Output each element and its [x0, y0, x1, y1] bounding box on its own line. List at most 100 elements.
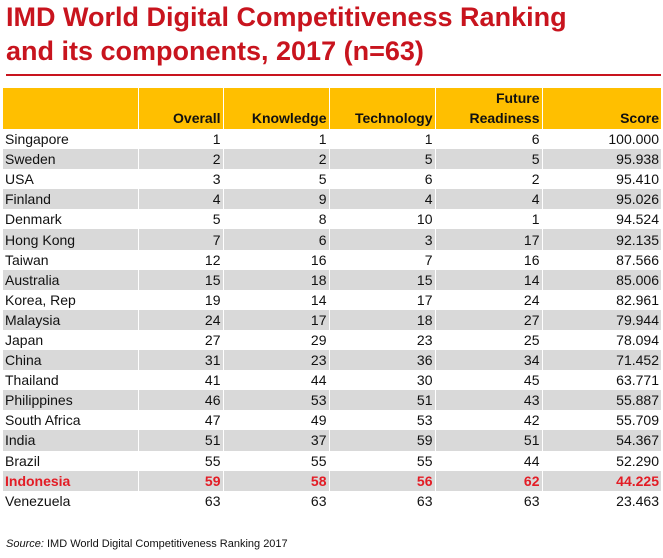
cell-future-readiness: 43: [435, 390, 543, 411]
cell-technology: 6: [329, 169, 436, 190]
cell-future-readiness: 1: [435, 209, 543, 230]
cell-overall: 15: [138, 269, 224, 290]
table-row: Australia 15 18 15 14 85.006: [3, 269, 661, 290]
cell-future-readiness: 51: [435, 430, 543, 451]
cell-overall: 12: [138, 249, 224, 270]
cell-country: Finland: [3, 189, 139, 210]
cell-technology: 10: [329, 209, 436, 230]
table-row: Denmark 5 8 10 1 94.524: [3, 209, 661, 230]
cell-score: 44.225: [542, 470, 661, 491]
cell-technology: 15: [329, 269, 436, 290]
cell-country: Malaysia: [3, 309, 139, 330]
cell-overall: 27: [138, 329, 224, 351]
title-line-1: IMD World Digital Competitiveness Rankin…: [6, 2, 567, 32]
cell-knowledge: 8: [223, 209, 330, 230]
title-line-2: and its components, 2017 (n=63): [6, 36, 424, 66]
cell-knowledge: 55: [223, 450, 330, 471]
cell-knowledge: 63: [223, 490, 330, 511]
cell-overall: 24: [138, 309, 224, 330]
cell-knowledge: 49: [223, 410, 330, 431]
title-divider: [6, 74, 661, 76]
cell-technology: 63: [329, 490, 436, 511]
cell-overall: 7: [138, 229, 224, 250]
cell-future-readiness: 27: [435, 309, 543, 330]
table-row: Brazil 55 55 55 44 52.290: [3, 450, 661, 471]
cell-score: 23.463: [616, 492, 659, 509]
cell-score: 95.026: [542, 189, 661, 210]
cell-knowledge: 37: [223, 430, 330, 451]
cell-country: Singapore: [3, 129, 139, 150]
cell-technology: 59: [329, 430, 436, 451]
cell-overall: 31: [138, 350, 224, 371]
cell-score: 94.524: [616, 211, 659, 228]
cell-overall: 41: [138, 370, 224, 391]
cell-knowledge: 23: [223, 350, 330, 371]
cell-technology: 53: [329, 410, 436, 431]
cell-knowledge: 16: [223, 249, 330, 270]
cell-future-readiness: 17: [435, 229, 543, 250]
cell-overall: 59: [138, 470, 224, 491]
cell-score: 95.938: [542, 149, 661, 170]
cell-country: China: [3, 350, 139, 371]
cell-technology: 56: [329, 470, 436, 491]
table-row: Malaysia 24 17 18 27 79.944: [3, 309, 661, 330]
table-row: Venezuela 63 63 63 63 23.463: [3, 490, 661, 511]
cell-overall: 46: [138, 390, 224, 411]
cell-overall: 3: [138, 169, 224, 190]
cell-knowledge: 9: [223, 189, 330, 210]
header-future-readiness: Future Readiness: [435, 88, 543, 129]
table-row: Philippines 46 53 51 43 55.887: [3, 390, 661, 411]
header-score: Score: [542, 88, 661, 129]
cell-future-readiness: 14: [435, 269, 543, 290]
cell-knowledge: 14: [223, 289, 330, 310]
cell-future-readiness: 2: [435, 169, 543, 190]
cell-technology: 51: [329, 390, 436, 411]
cell-country: India: [3, 430, 139, 451]
cell-score: 55.887: [542, 390, 661, 411]
page-title: IMD World Digital Competitiveness Rankin…: [6, 0, 661, 68]
cell-score: 92.135: [542, 229, 661, 250]
cell-overall: 55: [138, 450, 224, 471]
table-header-row: Overall Knowledge Technology Future Read…: [3, 88, 661, 129]
table-row: China 31 23 36 34 71.452: [3, 350, 661, 371]
cell-score: 55.709: [616, 412, 659, 429]
source-note: Source: IMD World Digital Competitivenes…: [6, 538, 288, 550]
cell-future-readiness: 24: [435, 289, 543, 310]
cell-knowledge: 58: [223, 470, 330, 491]
cell-overall: 5: [138, 209, 224, 230]
cell-score: 85.006: [542, 269, 661, 290]
cell-country: Indonesia: [3, 470, 139, 491]
cell-future-readiness: 44: [435, 450, 543, 471]
table-row: South Africa 47 49 53 42 55.709: [3, 410, 661, 431]
cell-future-readiness: 4: [435, 189, 543, 210]
cell-knowledge: 18: [223, 269, 330, 290]
cell-country: Japan: [3, 329, 139, 351]
source-label: Source:: [6, 538, 44, 550]
cell-overall: 19: [138, 289, 224, 310]
cell-country: Denmark: [3, 209, 139, 230]
table-row: Korea, Rep 19 14 17 24 82.961: [3, 289, 661, 310]
cell-overall: 63: [138, 490, 224, 511]
cell-future-readiness: 63: [435, 490, 543, 511]
cell-overall: 51: [138, 430, 224, 451]
cell-score: 87.566: [616, 251, 659, 268]
cell-country: Venezuela: [3, 490, 139, 511]
cell-technology: 4: [329, 189, 436, 210]
cell-country: Hong Kong: [3, 229, 139, 250]
table-row: Hong Kong 7 6 3 17 92.135: [3, 229, 661, 250]
cell-country: Taiwan: [3, 249, 139, 270]
cell-technology: 17: [329, 289, 436, 310]
cell-overall: 4: [138, 189, 224, 210]
cell-future-readiness: 45: [435, 370, 543, 391]
cell-country: Philippines: [3, 390, 139, 411]
cell-knowledge: 1: [223, 129, 330, 150]
cell-future-readiness: 62: [435, 470, 543, 491]
cell-technology: 30: [329, 370, 436, 391]
cell-score: 71.452: [542, 350, 661, 371]
cell-country: Brazil: [3, 450, 139, 471]
cell-country: Sweden: [3, 149, 139, 170]
table-row: Thailand 41 44 30 45 63.771: [3, 370, 661, 391]
cell-future-readiness: 6: [435, 129, 543, 150]
cell-score: 95.410: [616, 171, 659, 188]
table-row: Finland 4 9 4 4 95.026: [3, 189, 661, 210]
